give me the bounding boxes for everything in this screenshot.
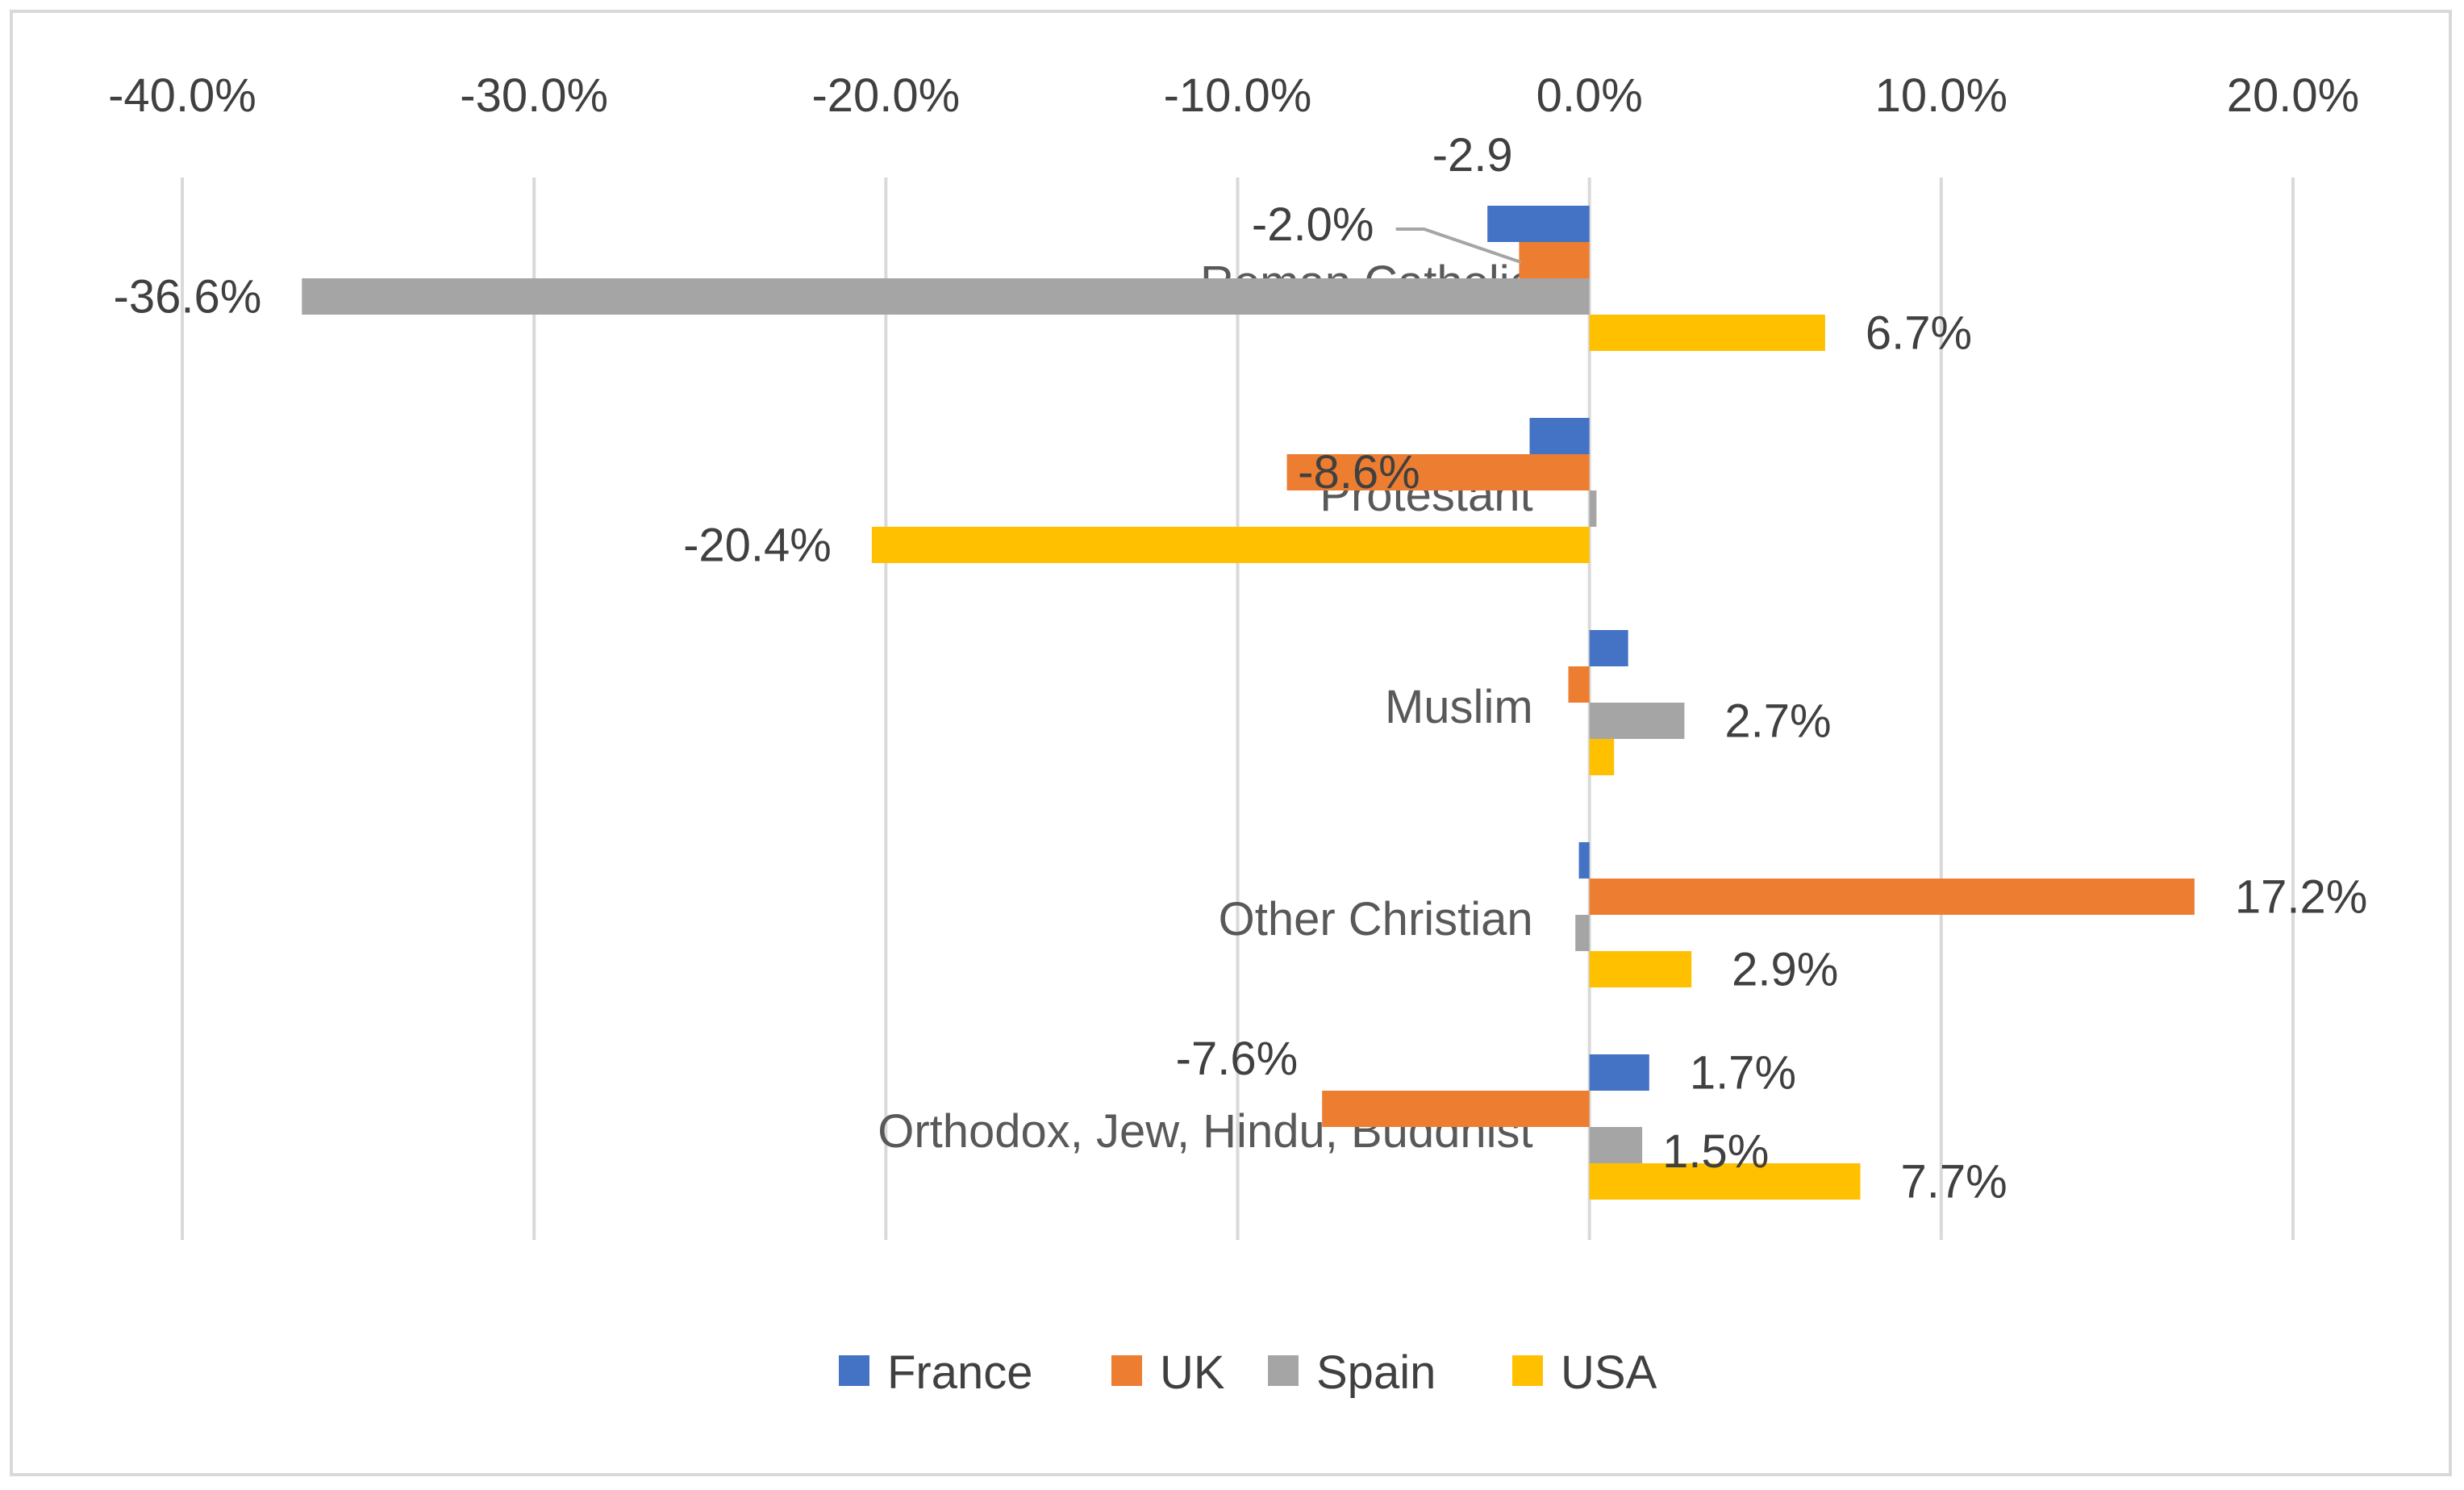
data-label: -20.4%	[683, 520, 832, 572]
bar-uk	[1519, 242, 1590, 278]
bar-france	[1589, 1054, 1649, 1091]
data-label: -8.6%	[1298, 446, 1420, 499]
legend-label: France	[887, 1346, 1033, 1399]
data-label: -2.9	[1432, 129, 1513, 182]
bar-spain	[1575, 915, 1590, 951]
x-tick-label: 20.0%	[2227, 69, 2359, 122]
x-tick-label: -30.0%	[460, 69, 608, 122]
bar-usa	[871, 527, 1590, 563]
leader-line	[1395, 227, 1522, 264]
data-label: 1.7%	[1690, 1047, 1796, 1100]
legend-label: USA	[1561, 1346, 1657, 1399]
category-labels: Roman CatholicProtestantMuslimOther Chri…	[878, 257, 1532, 1158]
legend-swatch-uk	[1111, 1355, 1142, 1386]
bars	[302, 206, 2195, 1200]
bar-usa	[1589, 1163, 1861, 1200]
x-tick-label: -40.0%	[108, 69, 256, 122]
bar-uk	[1568, 666, 1590, 703]
data-label: 1.5%	[1662, 1125, 1769, 1178]
bar-france	[1578, 842, 1590, 879]
category-label: Muslim	[1385, 681, 1533, 733]
x-tick-label: 0.0%	[1536, 69, 1643, 122]
data-label: -7.6%	[1176, 1033, 1299, 1085]
bar-spain	[1589, 490, 1597, 527]
category-label: Other Christian	[1219, 893, 1533, 945]
data-label: 2.7%	[1724, 695, 1831, 748]
legend-label: Spain	[1316, 1346, 1436, 1399]
bar-uk	[1322, 1091, 1590, 1127]
x-tick-label: -10.0%	[1164, 69, 1312, 122]
bar-uk	[1589, 879, 2195, 915]
data-label: 7.7%	[1901, 1156, 2007, 1208]
data-label: 6.7%	[1866, 307, 1972, 360]
bar-usa	[1589, 951, 1692, 987]
x-tick-label: 10.0%	[1875, 69, 2007, 122]
chart-frame	[10, 10, 2452, 1476]
legend-swatch-france	[839, 1355, 869, 1386]
legend-swatch-usa	[1512, 1355, 1543, 1386]
legend: France UK Spain USA	[839, 1346, 1657, 1399]
data-label: -36.6%	[114, 271, 262, 323]
bar-france	[1529, 418, 1590, 454]
bar-spain	[1589, 1127, 1643, 1163]
legend-swatch-spain	[1268, 1355, 1299, 1386]
data-label: 17.2%	[2235, 871, 2367, 924]
x-axis-ticks: -40.0% -30.0% -20.0% -10.0% 0.0% 10.0% 20.0%	[108, 69, 2359, 122]
bar-uk	[1286, 454, 1590, 490]
bar-usa	[1589, 739, 1615, 775]
bar-spain	[1589, 703, 1685, 739]
data-label: -2.0%	[1252, 198, 1374, 251]
data-labels: -2.9 1.7% -2.0% -8.6% 17.2% -7.6% -36.6% 2.7% 1.…	[114, 129, 2368, 1208]
bar-spain	[302, 278, 1590, 315]
legend-label: UK	[1160, 1346, 1225, 1399]
bar-france	[1487, 206, 1590, 242]
bar-france	[1589, 630, 1628, 666]
x-tick-label: -20.0%	[811, 69, 960, 122]
data-label: 2.9%	[1732, 944, 1838, 996]
bar-usa	[1589, 315, 1825, 351]
